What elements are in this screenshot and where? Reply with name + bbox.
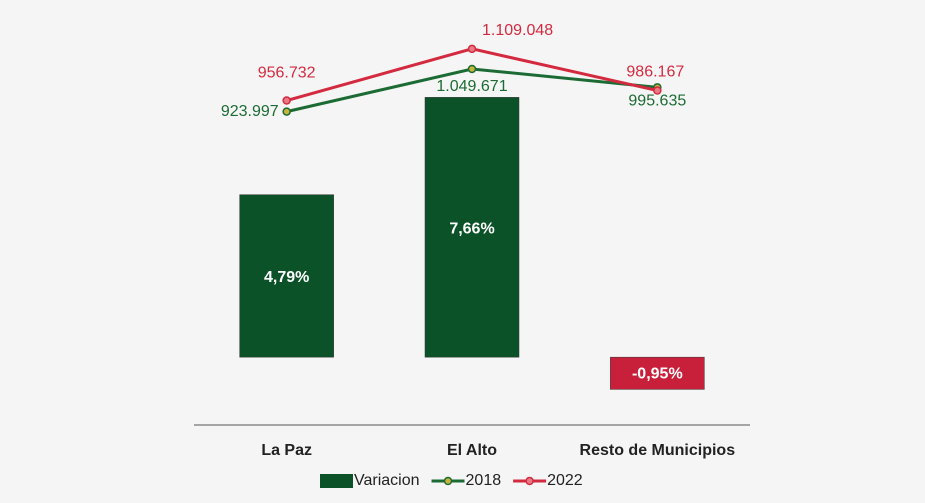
data-label: 7,66% <box>449 221 494 238</box>
bar <box>610 356 705 390</box>
marker <box>653 86 662 95</box>
data-label: 1.109.048 <box>482 22 553 39</box>
marker <box>467 44 477 54</box>
legend-swatch <box>525 476 534 486</box>
data-label: 923.997 <box>221 103 279 120</box>
marker <box>467 64 477 74</box>
data-label: -0,95% <box>632 365 683 382</box>
legend-swatch <box>443 476 453 486</box>
data-label: 1.049.671 <box>436 78 507 95</box>
x-tick-label: Resto de Municipios <box>580 442 736 459</box>
data-label: 995.635 <box>628 93 686 110</box>
data-label: 956.732 <box>258 65 316 82</box>
x-tick-label: El Alto <box>447 442 497 459</box>
data-label: 986.167 <box>626 64 684 81</box>
x-tick-label: La Paz <box>261 442 312 459</box>
legend-label: Variacion <box>354 472 420 489</box>
marker <box>282 107 291 116</box>
bar <box>424 97 520 358</box>
legend-label: 2018 <box>466 472 502 489</box>
legend-swatch <box>320 474 353 488</box>
bar <box>239 194 334 358</box>
data-label: 4,79% <box>264 269 309 286</box>
legend-label: 2022 <box>547 472 583 489</box>
marker <box>282 96 291 105</box>
